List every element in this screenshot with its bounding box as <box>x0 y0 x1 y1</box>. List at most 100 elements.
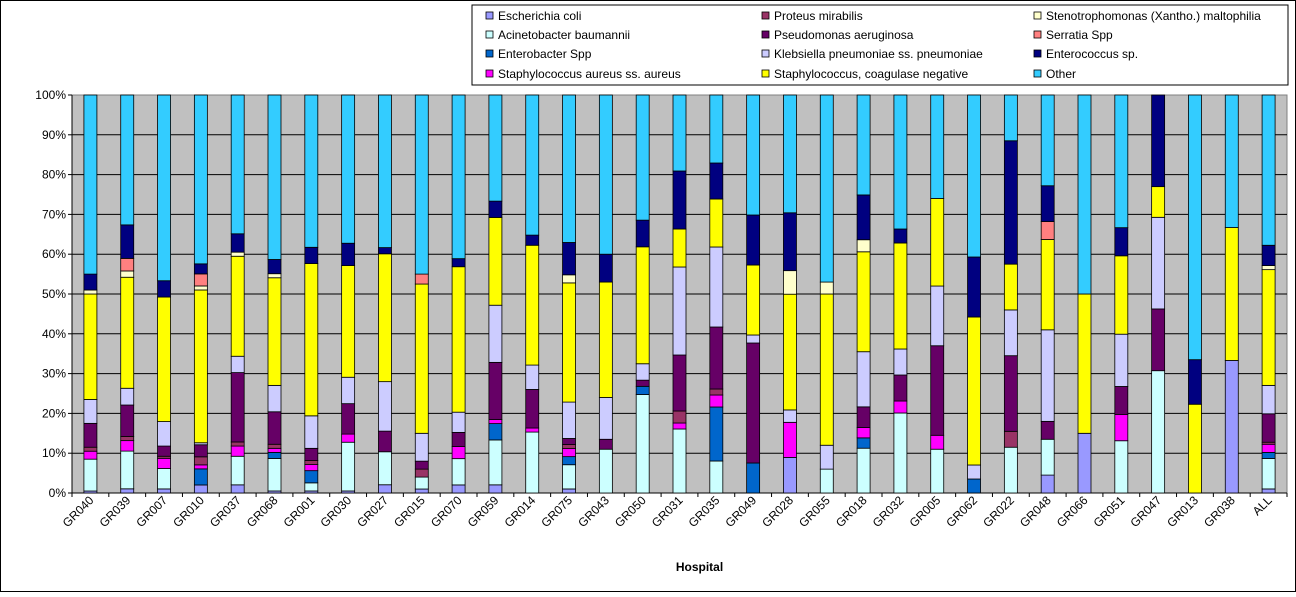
legend-swatch <box>1033 49 1042 58</box>
legend-label: Pseudomonas aeruginosa <box>774 28 914 42</box>
bar-segment <box>783 293 797 411</box>
bar-segment <box>230 441 245 447</box>
bar-segment <box>414 468 429 478</box>
bar-segment <box>378 484 392 494</box>
bar-segment <box>193 464 208 470</box>
legend-swatch <box>485 49 494 58</box>
bar-segment <box>856 427 871 439</box>
bar-segment <box>525 431 540 494</box>
bar-segment <box>967 316 981 466</box>
bar-segment <box>414 476 429 490</box>
bar-segment <box>709 94 724 164</box>
bar-segment <box>1040 239 1055 331</box>
bar-segment <box>378 430 392 453</box>
bar-segment <box>304 460 319 465</box>
bar-segment <box>1040 438 1055 476</box>
bar-segment <box>193 468 208 486</box>
bar-segment <box>930 198 945 287</box>
bar-segment <box>230 355 245 373</box>
bar-segment <box>193 94 208 265</box>
legend-label: Acinetobacter baumannii <box>498 28 630 42</box>
bar-segment <box>598 281 613 398</box>
bar-segment <box>120 276 135 389</box>
bar-segment <box>746 462 761 494</box>
bar-segment <box>267 458 282 492</box>
bar-segment <box>83 293 98 400</box>
bar-segment <box>1040 474 1055 494</box>
bar-segment <box>230 372 245 443</box>
bar-segment <box>819 444 834 470</box>
legend-swatch <box>761 69 770 78</box>
bar-segment <box>267 277 282 386</box>
bar-segment <box>230 255 245 357</box>
bar-segment <box>635 394 650 494</box>
bar-segment <box>672 94 687 172</box>
bar-segment <box>1151 94 1166 188</box>
bar-segment <box>967 94 981 258</box>
bar-segment <box>1003 430 1018 448</box>
bar-segment <box>83 289 98 295</box>
y-tick-label: 20% <box>42 406 66 420</box>
legend-swatch <box>1033 11 1042 20</box>
bar-segment <box>709 394 724 408</box>
bar-segment <box>341 265 356 378</box>
bar-segment <box>635 246 650 365</box>
bar-segment <box>378 451 392 486</box>
bar-segment <box>157 296 171 422</box>
bar-segment <box>1114 333 1129 387</box>
bar-segment <box>341 403 356 435</box>
bar-segment <box>1003 446 1018 494</box>
bar-segment <box>525 244 540 366</box>
bar-segment <box>193 285 208 291</box>
bar-segment <box>83 422 98 448</box>
bar-segment <box>783 94 797 214</box>
bar-segment <box>783 270 797 295</box>
bar-segment <box>451 446 466 460</box>
bar-segment <box>1261 269 1276 386</box>
bar-segment <box>157 280 171 298</box>
bar-segment <box>783 212 797 272</box>
bar-segment <box>488 94 503 202</box>
bar-segment <box>967 256 981 318</box>
bar-segment <box>709 198 724 248</box>
bar-segment <box>1188 359 1202 405</box>
bar-segment <box>709 162 724 200</box>
legend-label: Other <box>1046 67 1076 81</box>
bar-segment <box>709 460 724 494</box>
bar-segment <box>893 412 908 494</box>
bar-segment <box>488 423 503 441</box>
bar-segment <box>672 228 687 268</box>
bar-segment <box>672 422 687 430</box>
bar-segment <box>120 404 135 437</box>
y-tick-label: 70% <box>42 207 66 221</box>
bar-segment <box>267 447 282 453</box>
bar-segment <box>635 363 650 381</box>
bar-segment <box>525 389 540 429</box>
bar-segment <box>120 224 135 259</box>
bar-segment <box>1077 94 1092 295</box>
bar-segment <box>267 384 282 413</box>
bar-segment <box>304 415 319 449</box>
bar-segment <box>120 440 135 452</box>
bar-segment <box>341 242 356 266</box>
bar-segment <box>341 441 356 492</box>
bar-segment <box>746 342 761 464</box>
bar-segment <box>1003 263 1018 311</box>
bar-segment <box>83 273 98 291</box>
bar-segment <box>1188 94 1202 361</box>
bar-segment <box>120 257 135 272</box>
bar-segment <box>488 439 503 486</box>
bar-segment <box>120 450 135 490</box>
bar-segment <box>562 464 576 490</box>
bar-segment <box>930 448 945 494</box>
bar-segment <box>488 361 503 420</box>
legend-swatch <box>1033 69 1042 78</box>
legend-label: Proteus mirabilis <box>774 9 863 23</box>
bar-segment <box>746 214 761 266</box>
bar-segment <box>672 428 687 494</box>
bar-segment <box>856 447 871 494</box>
bar-segment <box>967 478 981 494</box>
bar-segment <box>120 387 135 406</box>
bar-segment <box>451 94 466 260</box>
bar-segment <box>562 448 576 458</box>
